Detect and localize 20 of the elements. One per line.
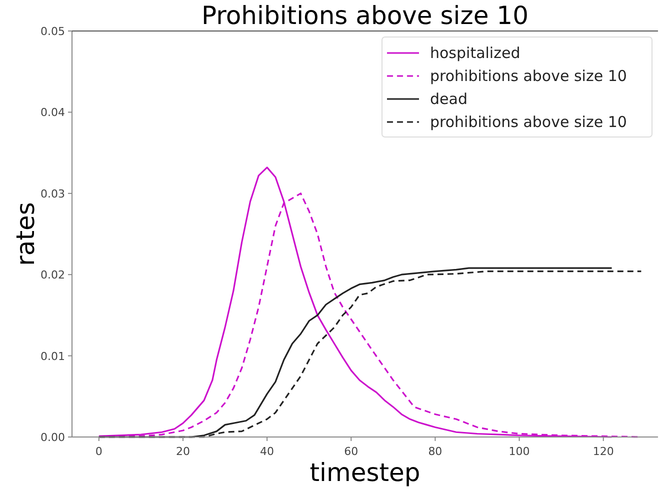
- legend-label: dead: [430, 90, 468, 108]
- x-tick-label: 0: [95, 445, 102, 458]
- y-tick-label: 0.01: [40, 350, 65, 363]
- x-tick-label: 120: [592, 445, 614, 458]
- legend-label: prohibitions above size 10: [430, 113, 627, 131]
- y-tick-label: 0.03: [40, 187, 65, 200]
- x-axis-title: timestep: [310, 458, 420, 487]
- x-tick-label: 40: [260, 445, 274, 458]
- x-tick-label: 20: [176, 445, 190, 458]
- y-tick-label: 0.05: [40, 25, 65, 38]
- y-axis-title: rates: [11, 202, 40, 266]
- x-tick-label: 80: [428, 445, 442, 458]
- chart-title: Prohibitions above size 10: [202, 1, 528, 30]
- x-tick-label: 100: [508, 445, 530, 458]
- y-tick-label: 0.02: [40, 268, 65, 282]
- x-tick-label: 60: [344, 445, 358, 458]
- y-tick-label: 0.04: [40, 106, 65, 120]
- legend-label: prohibitions above size 10: [430, 67, 627, 85]
- y-tick-label: 0.00: [40, 431, 65, 444]
- legend-label: hospitalized: [430, 44, 520, 62]
